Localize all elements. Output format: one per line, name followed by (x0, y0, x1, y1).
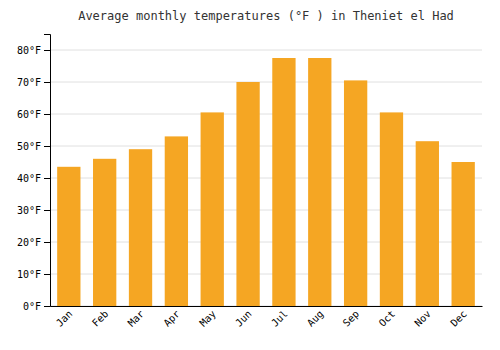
bar (93, 159, 116, 306)
grid-line (50, 82, 482, 83)
x-tick-label: May (197, 308, 218, 329)
x-tick-label: Jun (233, 308, 254, 329)
y-tick-mark (44, 242, 50, 243)
y-tick: 20°F (17, 237, 50, 248)
x-tick: Jun (233, 308, 254, 329)
y-tick: 10°F (17, 269, 50, 280)
bars (57, 58, 475, 306)
bar (452, 162, 475, 306)
bar (201, 112, 224, 306)
x-tick-label: Jan (54, 308, 75, 329)
y-tick-label: 10°F (17, 269, 41, 280)
x-tick: Sep (341, 308, 362, 329)
y-axis-line (44, 35, 51, 307)
x-tick-label: Oct (377, 308, 398, 329)
y-tick: 70°F (17, 77, 50, 88)
x-tick: Oct (377, 308, 398, 329)
bar (165, 136, 188, 306)
grid-line (50, 114, 482, 115)
y-tick-mark (44, 306, 50, 307)
y-tick: 30°F (17, 205, 50, 216)
y-axis: 0°F 10°F 20°F 30°F 40°F 50°F 60°F 70°F 80°F (17, 35, 51, 312)
x-tick: Apr (161, 308, 182, 329)
y-tick-label: 0°F (23, 301, 41, 312)
x-axis: Jan Feb Mar Apr May Jun Jul Aug Sep Oct Nov Dec (51, 307, 483, 329)
x-tick: Aug (305, 308, 326, 329)
x-tick: Jan (54, 308, 75, 329)
x-tick-label: Nov (412, 308, 433, 329)
x-tick-label: Aug (305, 308, 326, 329)
x-tick: Dec (448, 308, 469, 329)
y-tick-label: 50°F (17, 141, 41, 152)
y-tick-label: 80°F (17, 45, 41, 56)
x-tick-label: Apr (161, 308, 182, 329)
y-tick: 0°F (23, 301, 50, 312)
plot-area: 0°F 10°F 20°F 30°F 40°F 50°F 60°F 70°F 80°F Jan Fe… (17, 35, 483, 329)
chart-svg: 0°F 10°F 20°F 30°F 40°F 50°F 60°F 70°F 80°F Jan Fe… (0, 0, 500, 350)
bar (236, 82, 259, 306)
chart-title: Average monthly temperatures (°F ) in Th… (78, 9, 454, 23)
x-tick: May (197, 308, 218, 329)
x-tick: Feb (90, 308, 111, 329)
grid (50, 50, 482, 306)
y-tick-mark (44, 274, 50, 275)
grid-line (50, 50, 482, 51)
bar (380, 112, 403, 306)
x-tick: Nov (412, 308, 433, 329)
y-tick-label: 40°F (17, 173, 41, 184)
y-tick: 40°F (17, 173, 50, 184)
y-tick-mark (44, 178, 50, 179)
x-tick-label: Dec (448, 308, 469, 329)
y-tick: 80°F (17, 45, 50, 56)
bar (272, 58, 295, 306)
y-tick-mark (44, 82, 50, 83)
bar (57, 167, 80, 306)
x-tick: Mar (126, 308, 147, 329)
chart-container: 0°F 10°F 20°F 30°F 40°F 50°F 60°F 70°F 80°F Jan Fe… (0, 0, 500, 350)
y-tick-mark (44, 50, 50, 51)
y-tick-label: 60°F (17, 109, 41, 120)
y-tick: 60°F (17, 109, 50, 120)
bar (129, 149, 152, 306)
x-tick-label: Feb (90, 308, 111, 329)
y-tick-mark (44, 210, 50, 211)
y-tick: 50°F (17, 141, 50, 152)
bar (344, 80, 367, 306)
x-tick-label: Jul (269, 308, 290, 329)
y-tick-label: 70°F (17, 77, 41, 88)
x-tick-label: Sep (341, 308, 362, 329)
y-tick-label: 30°F (17, 205, 41, 216)
y-tick-mark (44, 114, 50, 115)
y-tick-mark (44, 146, 50, 147)
bar (416, 141, 439, 306)
x-axis-line (51, 306, 483, 307)
x-tick-label: Mar (126, 308, 147, 329)
y-tick-label: 20°F (17, 237, 41, 248)
x-tick: Jul (269, 308, 290, 329)
bar (308, 58, 331, 306)
